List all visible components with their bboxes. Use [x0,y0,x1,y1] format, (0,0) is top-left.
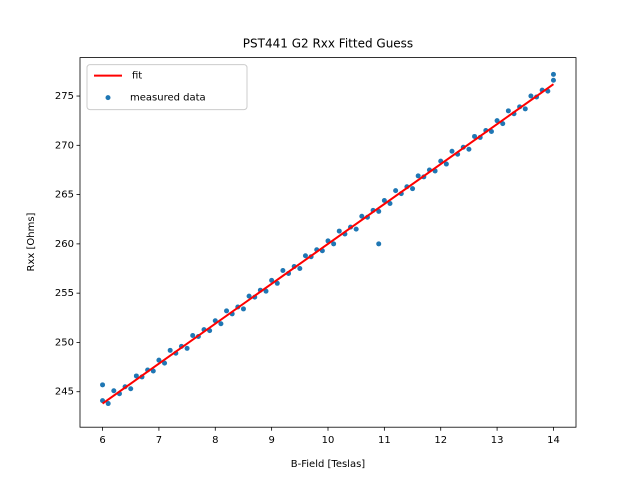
x-tick-label: 12 [434,435,447,446]
data-point [550,71,556,77]
y-tick-label: 260 [55,239,74,250]
data-point [162,360,168,366]
x-tick-label: 6 [99,435,105,446]
x-tick-label: 10 [322,435,335,446]
data-point [336,228,342,234]
y-tick-label: 270 [55,140,74,151]
data-point [297,266,303,272]
data-point [246,293,252,299]
legend-marker [105,95,111,101]
y-tick-label: 250 [55,337,74,348]
y-tick-label: 265 [55,190,74,201]
data-point [156,357,162,363]
data-point [410,186,416,192]
y-tick-label: 245 [55,387,74,398]
data-point [190,333,196,339]
data-point [240,306,246,312]
data-point [381,198,387,204]
plot-frame [79,57,577,428]
data-point [500,121,506,127]
x-tick-label: 8 [212,435,218,446]
y-tick-label: 255 [55,288,74,299]
data-point [167,347,173,353]
data-point [111,388,117,394]
data-point [269,277,275,283]
data-point [105,401,111,407]
data-point [331,241,337,247]
data-point [522,106,528,112]
y-axis-label: Rxx [Ohms] [26,212,37,271]
data-point [263,288,269,294]
x-axis-label: B-Field [Teslas] [291,459,366,470]
data-point [393,188,399,194]
data-point [100,382,106,388]
x-tick-label: 14 [547,435,560,446]
data-point [449,148,455,154]
data-point [224,308,230,314]
data-point [376,241,382,247]
data-point [505,108,511,114]
data-point [415,173,421,179]
data-point [387,200,393,206]
data-point [150,368,156,374]
data-point [302,253,308,259]
data-point [353,226,359,232]
legend-box [86,64,248,111]
data-point [376,208,382,214]
data-point [218,321,224,327]
data-point [472,133,478,139]
data-point [359,213,365,219]
chart-title: PST441 G2 Rxx Fitted Guess [243,37,413,51]
legend-label: measured data [130,93,206,104]
x-tick-label: 11 [378,435,391,446]
x-tick-label: 7 [156,435,162,446]
x-tick-label: 9 [268,435,274,446]
data-point [184,345,190,351]
data-point [550,77,556,83]
data-point [274,280,280,286]
data-point [133,373,139,379]
data-point [280,267,286,273]
fit-line [101,83,555,405]
data-point [494,118,500,124]
data-point [528,93,534,99]
x-tick-label: 13 [491,435,504,446]
data-point [488,129,494,135]
data-point [128,386,134,392]
data-point [466,146,472,152]
data-point [443,161,449,167]
legend-label: fit [132,71,142,82]
y-tick-label: 275 [55,91,74,102]
